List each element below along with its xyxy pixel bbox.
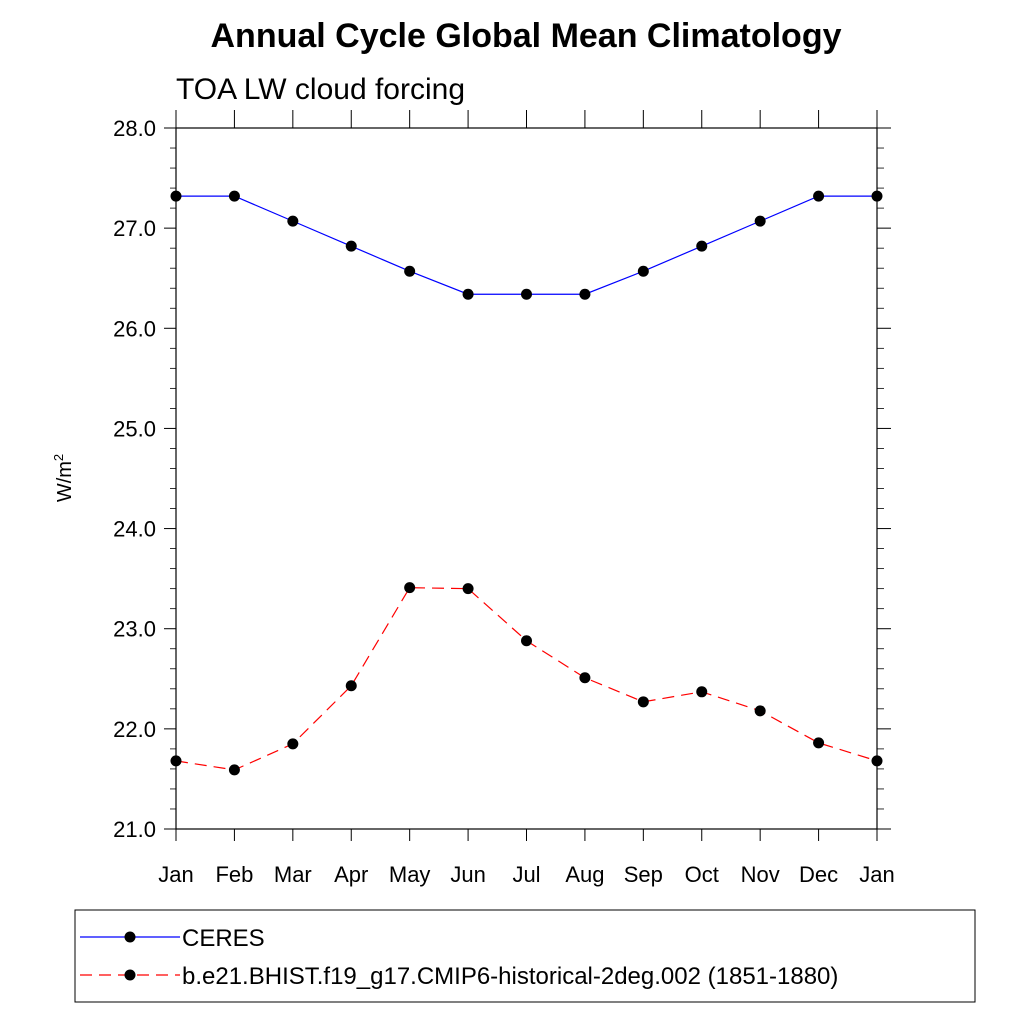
y-tick-label: 27.0: [113, 216, 156, 241]
series-point-1: [871, 755, 883, 767]
plot-frame: [175, 127, 878, 830]
series-line-0: [176, 195, 877, 295]
series-point-0: [404, 265, 416, 277]
x-tick-label: Dec: [799, 862, 838, 887]
y-axis-label-base: W/m: [54, 461, 76, 502]
y-tick-label: 28.0: [113, 116, 156, 141]
axis-ticks: [164, 110, 891, 841]
x-tick-label: Oct: [685, 862, 719, 887]
x-tick-labels: Jan Feb Mar Apr May Jun Jul Aug Sep Oct Nov Dec Jan: [158, 862, 894, 887]
series-point-0: [813, 190, 825, 202]
y-tick-label: 24.0: [113, 517, 156, 542]
y-tick-label: 26.0: [113, 316, 156, 341]
series-point-1: [579, 672, 591, 684]
series-point-0: [170, 190, 182, 202]
series-point-1: [813, 737, 825, 749]
series-line-1: [175, 587, 878, 771]
x-tick-label: Aug: [565, 862, 604, 887]
x-tick-label: Jul: [512, 862, 540, 887]
legend-label-0: CERES: [182, 925, 265, 952]
series-point-1: [228, 764, 240, 776]
series-point-1: [170, 755, 182, 767]
x-tick-label: Mar: [274, 862, 312, 887]
series-point-1: [521, 635, 532, 647]
x-tick-label: Jun: [450, 862, 485, 887]
legend: CERES b.e21.BHIST.f19_g17.CMIP6-historica…: [80, 925, 838, 990]
x-tick-label: Jan: [158, 862, 193, 887]
series-point-0: [521, 288, 532, 300]
series-point-0: [462, 288, 474, 300]
legend-marker-0: [124, 931, 136, 943]
series-point-0: [345, 240, 357, 252]
y-tick-label: 21.0: [113, 817, 156, 842]
series-point-1: [404, 582, 416, 594]
x-tick-label: Sep: [624, 862, 663, 887]
y-tick-label: 22.0: [113, 717, 156, 742]
chart-subtitle: TOA LW cloud forcing: [176, 73, 465, 106]
y-tick-label: 25.0: [113, 416, 156, 441]
series-point-1: [462, 583, 474, 595]
x-tick-label: May: [389, 862, 431, 887]
legend-marker-1: [124, 969, 136, 981]
legend-label-1: b.e21.BHIST.f19_g17.CMIP6-historical-2de…: [182, 963, 838, 990]
series-point-1: [287, 738, 299, 750]
y-axis-label-superscript: 2: [51, 454, 66, 461]
series-point-0: [696, 240, 708, 252]
series-point-1: [345, 680, 357, 692]
svg-text:W/m2: W/m2: [51, 454, 76, 502]
series-point-0: [871, 190, 883, 202]
y-tick-labels: 21.0 22.0 23.0 24.0 25.0 26.0 27.0 28.0: [113, 116, 156, 842]
series-point-0: [228, 190, 240, 202]
x-tick-label: Jan: [859, 862, 894, 887]
series-point-0: [287, 215, 299, 227]
chart-title: Annual Cycle Global Mean Climatology: [211, 17, 842, 55]
x-tick-label: Feb: [215, 862, 253, 887]
series-layer: [170, 190, 883, 776]
series-point-0: [637, 265, 649, 277]
x-tick-label: Apr: [334, 862, 368, 887]
series-point-1: [754, 705, 766, 717]
series-point-0: [754, 215, 766, 227]
y-tick-label: 23.0: [113, 617, 156, 642]
x-tick-label: Nov: [741, 862, 780, 887]
y-axis-label: W/m2: [51, 454, 76, 502]
series-point-1: [696, 686, 708, 698]
series-point-0: [579, 288, 591, 300]
series-point-1: [637, 696, 649, 708]
legend-box: [74, 909, 976, 1003]
